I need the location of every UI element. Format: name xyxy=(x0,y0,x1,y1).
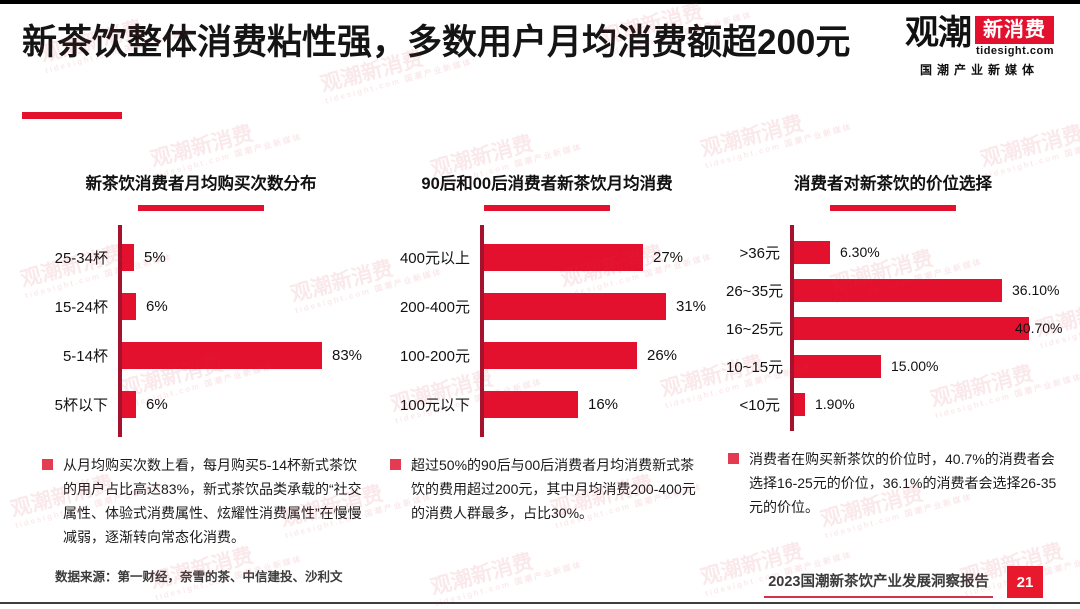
chart-title: 消费者对新茶饮的价位选择 xyxy=(794,175,992,193)
page-number-badge: 21 xyxy=(1007,566,1043,598)
chart-title: 新茶饮消费者月均购买次数分布 xyxy=(85,175,317,193)
category-label: 16~25元 xyxy=(726,320,784,338)
bar-row: 100元以下 16% xyxy=(388,380,706,429)
note: 消费者在购买新茶饮的价位时，40.7%的消费者会选择16-25元的价位，36.1… xyxy=(726,447,1060,519)
bullet-square-icon xyxy=(728,453,739,464)
bar xyxy=(122,244,134,271)
bar xyxy=(122,342,322,369)
bullet-square-icon xyxy=(42,459,53,470)
bar-row: <10元 1.90% xyxy=(726,385,1060,423)
bar xyxy=(122,293,136,320)
value-label: 40.70% xyxy=(1015,320,1063,336)
bar-chart: 25-34杯 5% 15-24杯 6% 5-14杯 83% 5杯以下 6% xyxy=(40,225,362,437)
value-label: 6% xyxy=(146,396,168,413)
bar-row: 200-400元 31% xyxy=(388,282,706,331)
bar xyxy=(484,342,637,369)
logo-badge: 新消费 xyxy=(975,16,1054,44)
value-label: 27% xyxy=(653,249,684,266)
bar xyxy=(794,392,805,416)
bar-row: 5杯以下 6% xyxy=(40,380,362,429)
bar-row: 26~35元 36.10% xyxy=(726,271,1060,309)
category-label: 15-24杯 xyxy=(54,299,108,316)
value-label: 1.90% xyxy=(815,396,855,412)
chart-column-purchase-frequency: 新茶饮消费者月均购买次数分布 25-34杯 5% 15-24杯 6% 5-14杯 83% 5… xyxy=(40,170,362,549)
bar xyxy=(794,354,881,378)
category-label: 5杯以下 xyxy=(54,397,108,414)
bar xyxy=(794,240,830,264)
bar-row: >36元 6.30% xyxy=(726,233,1060,271)
value-label: 5% xyxy=(144,249,166,266)
top-black-bar xyxy=(0,0,1080,4)
value-label: 16% xyxy=(588,396,619,413)
value-label: 6.30% xyxy=(840,244,880,260)
category-label: 100元以下 xyxy=(399,397,470,414)
category-label: 400元以上 xyxy=(399,250,470,267)
note: 超过50%的90后与00后消费者月均消费新式茶饮的费用超过200元，其中月均消费… xyxy=(388,453,706,525)
category-label: 200-400元 xyxy=(399,299,470,316)
bar xyxy=(794,278,1002,302)
note-text: 超过50%的90后与00后消费者月均消费新式茶饮的费用超过200元，其中月均消费… xyxy=(411,457,696,522)
chart-title-underline xyxy=(138,205,264,211)
bar xyxy=(794,316,1029,340)
category-label: 10~15元 xyxy=(726,358,784,376)
value-label: 26% xyxy=(647,347,678,364)
bar xyxy=(484,244,643,271)
axis-line xyxy=(118,225,122,437)
bar-row: 10~15元 15.00% xyxy=(726,347,1060,385)
bottom-rule xyxy=(0,602,1080,604)
chart-column-monthly-spend: 90后和00后消费者新茶饮月均消费 400元以上 27% 200-400元 31% 10… xyxy=(388,170,706,525)
category-label: 100-200元 xyxy=(399,348,470,365)
bar-row: 15-24杯 6% xyxy=(40,282,362,331)
category-label: 26~35元 xyxy=(726,282,784,300)
value-label: 36.10% xyxy=(1012,282,1060,298)
value-label: 31% xyxy=(676,298,707,315)
bar-chart: 400元以上 27% 200-400元 31% 100-200元 26% 100元以下 16% xyxy=(388,225,706,437)
report-title: 2023国潮新茶饮产业发展洞察报告 xyxy=(764,570,993,598)
bar-row: 5-14杯 83% xyxy=(40,331,362,380)
logo-domain: tidesight.com xyxy=(975,45,1054,57)
brand-logo: 观潮 新消费 tidesight.com 国潮产业新媒体 xyxy=(905,16,1054,78)
category-label: <10元 xyxy=(739,396,780,414)
bar xyxy=(122,391,136,418)
bar-row: 16~25元 40.70% xyxy=(726,309,1063,347)
chart-column-price-preference: 消费者对新茶饮的价位选择 >36元 6.30% 26~35元 36.10% 16~25元… xyxy=(726,170,1063,519)
bar xyxy=(484,391,578,418)
title-underline xyxy=(22,112,122,119)
bar xyxy=(484,293,666,320)
note-text: 消费者在购买新茶饮的价位时，40.7%的消费者会选择16-25元的价位，36.1… xyxy=(749,451,1057,516)
logo-tagline: 国潮产业新媒体 xyxy=(919,63,1039,77)
chart-title-underline xyxy=(484,205,610,211)
category-label: 5-14杯 xyxy=(62,348,108,365)
axis-line xyxy=(480,225,484,437)
page-title: 新茶饮整体消费粘性强，多数用户月均消费额超200元 xyxy=(22,23,851,62)
note: 从月均购买次数上看，每月购买5-14杯新式茶饮的用户占比高达83%，新式茶饮品类… xyxy=(40,453,362,549)
axis-line xyxy=(790,225,794,431)
chart-title-underline xyxy=(830,205,956,211)
value-label: 83% xyxy=(332,347,363,364)
note-text: 从月均购买次数上看，每月购买5-14杯新式茶饮的用户占比高达83%，新式茶饮品类… xyxy=(63,457,362,546)
bar-chart: >36元 6.30% 26~35元 36.10% 16~25元 40.70% 10~15元 1… xyxy=(726,225,1063,431)
value-label: 6% xyxy=(146,298,168,315)
logo-brand-text: 观潮 xyxy=(905,14,972,52)
category-label: >36元 xyxy=(739,244,780,262)
bullet-square-icon xyxy=(390,459,401,470)
data-source-text: 数据来源：第一财经，奈雪的茶、中信建投、沙利文 xyxy=(55,570,343,584)
bar-row: 400元以上 27% xyxy=(388,233,706,282)
category-label: 25-34杯 xyxy=(54,250,108,267)
chart-title: 90后和00后消费者新茶饮月均消费 xyxy=(421,175,673,193)
value-label: 15.00% xyxy=(891,358,939,374)
bar-row: 100-200元 26% xyxy=(388,331,706,380)
bar-row: 25-34杯 5% xyxy=(40,233,362,282)
